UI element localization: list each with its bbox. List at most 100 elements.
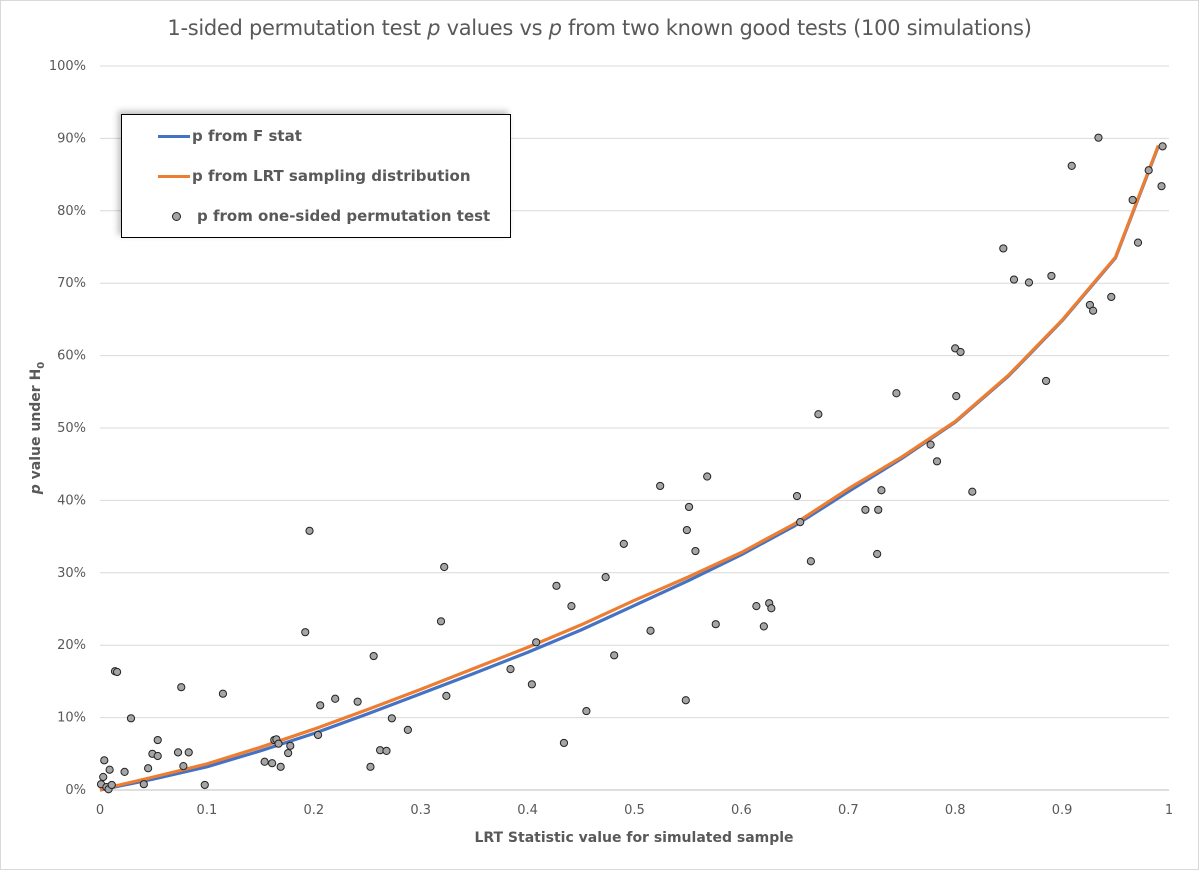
permutation-data-point [100,756,109,765]
permutation-data-point [532,638,541,647]
legend-swatch-blue-line [158,134,190,138]
permutation-data-point [126,714,136,723]
permutation-data-point [1047,271,1056,281]
permutation-data-point [874,505,883,514]
title-text: from two known good tests (100 simulatio… [561,16,1032,40]
x-tick-label: 0.2 [303,803,324,818]
permutation-data-point [313,730,323,740]
permutation-data-point [382,746,391,756]
permutation-data-point [177,683,186,692]
x-tick-label: 0.1 [197,803,218,818]
y-label-subscript: 0 [36,362,47,369]
permutation-data-point [436,617,446,626]
x-tick-label: 0.6 [731,803,752,818]
permutation-data-point [711,620,720,629]
y-tick-label: 30% [57,566,86,581]
y-tick-label: 50% [57,421,86,436]
permutation-data-point [179,762,188,771]
permutation-data-point [684,502,694,512]
y-tick-label: 90% [57,131,86,146]
permutation-data-point [366,762,375,771]
permutation-data-point [582,706,591,716]
permutation-data-point [792,491,802,501]
permutation-data-point [892,389,901,398]
y-label-italic-p: p [28,484,44,495]
permutation-data-point [1158,142,1167,151]
legend-swatch-orange-line [158,174,190,178]
permutation-data-point [682,525,691,535]
permutation-data-point [681,696,690,705]
x-tick-label: 0.4 [517,803,538,818]
permutation-data-point [506,664,515,674]
permutation-data-point [1094,133,1103,142]
permutation-data-point [926,440,935,449]
y-tick-label: 0% [65,783,86,798]
permutation-data-point [861,505,870,514]
permutation-data-point [387,714,396,723]
permutation-data-point [952,392,961,401]
x-tick-label: 0.8 [945,803,966,818]
legend-label: p from one-sided permutation test [197,207,491,225]
permutation-data-point [173,748,183,757]
permutation-data-point [153,751,162,761]
x-tick-label: 0.7 [838,803,859,818]
permutation-data-point [1133,238,1143,247]
permutation-data-point [767,604,776,613]
permutation-data-point [286,741,295,750]
permutation-data-point [656,481,665,491]
x-tick-label: 0.3 [410,803,431,818]
x-tick-label: 0 [96,803,104,818]
permutation-data-point [1157,182,1166,191]
permutation-data-point [301,628,310,637]
title-italic-p: p [427,16,441,40]
y-tick-label: 80% [57,204,86,219]
permutation-data-point [107,780,116,790]
permutation-data-point [703,472,712,481]
legend-item-lrt: p from LRT sampling distribution [158,167,471,185]
permutation-data-point [796,518,805,527]
legend: p from F stat p from LRT sampling distri… [121,114,511,238]
legend-label: p from F stat [192,127,302,145]
permutation-data-point [120,767,129,777]
permutation-data-point [1089,306,1098,315]
title-text: 1-sided permutation test [167,16,428,40]
permutation-data-point [873,549,882,559]
y-tick-label: 100% [49,59,86,74]
y-tick-label: 60% [57,349,86,364]
y-tick-label: 20% [57,638,86,653]
x-tick-label: 1 [1165,803,1173,818]
legend-label: p from LRT sampling distribution [192,167,471,185]
permutation-data-point [806,557,815,566]
permutation-data-point [113,667,122,677]
permutation-data-point [260,757,269,766]
permutation-data-point [877,486,886,495]
permutation-data-point [316,701,325,710]
permutation-data-point [274,739,283,748]
x-tick-label: 0.5 [624,803,645,818]
permutation-data-point [646,626,655,635]
permutation-data-point [144,764,153,773]
y-label-text: value under H [28,369,44,485]
permutation-data-point [1144,166,1153,175]
permutation-data-point [353,697,362,706]
permutation-data-point [440,562,449,572]
permutation-data-point [184,748,193,757]
permutation-data-point [619,539,628,548]
chart-title: 1-sided permutation test p values vs p f… [0,16,1199,40]
permutation-data-point [999,244,1008,253]
permutation-data-point [552,581,561,590]
permutation-data-point [932,457,942,466]
permutation-data-point [139,780,148,789]
title-text: values vs [440,16,549,40]
permutation-data-point [601,573,610,582]
permutation-data-point [369,651,378,661]
permutation-data-point [527,680,536,689]
permutation-data-point [403,725,412,735]
legend-marker-dot [172,211,181,221]
x-axis-label: LRT Statistic value for simulated sample [474,830,793,846]
permutation-data-point [153,735,162,745]
x-tick-label: 0.9 [1052,803,1073,818]
permutation-data-point [610,651,619,660]
lrt-line [99,145,1160,792]
permutation-data-point [956,347,965,357]
